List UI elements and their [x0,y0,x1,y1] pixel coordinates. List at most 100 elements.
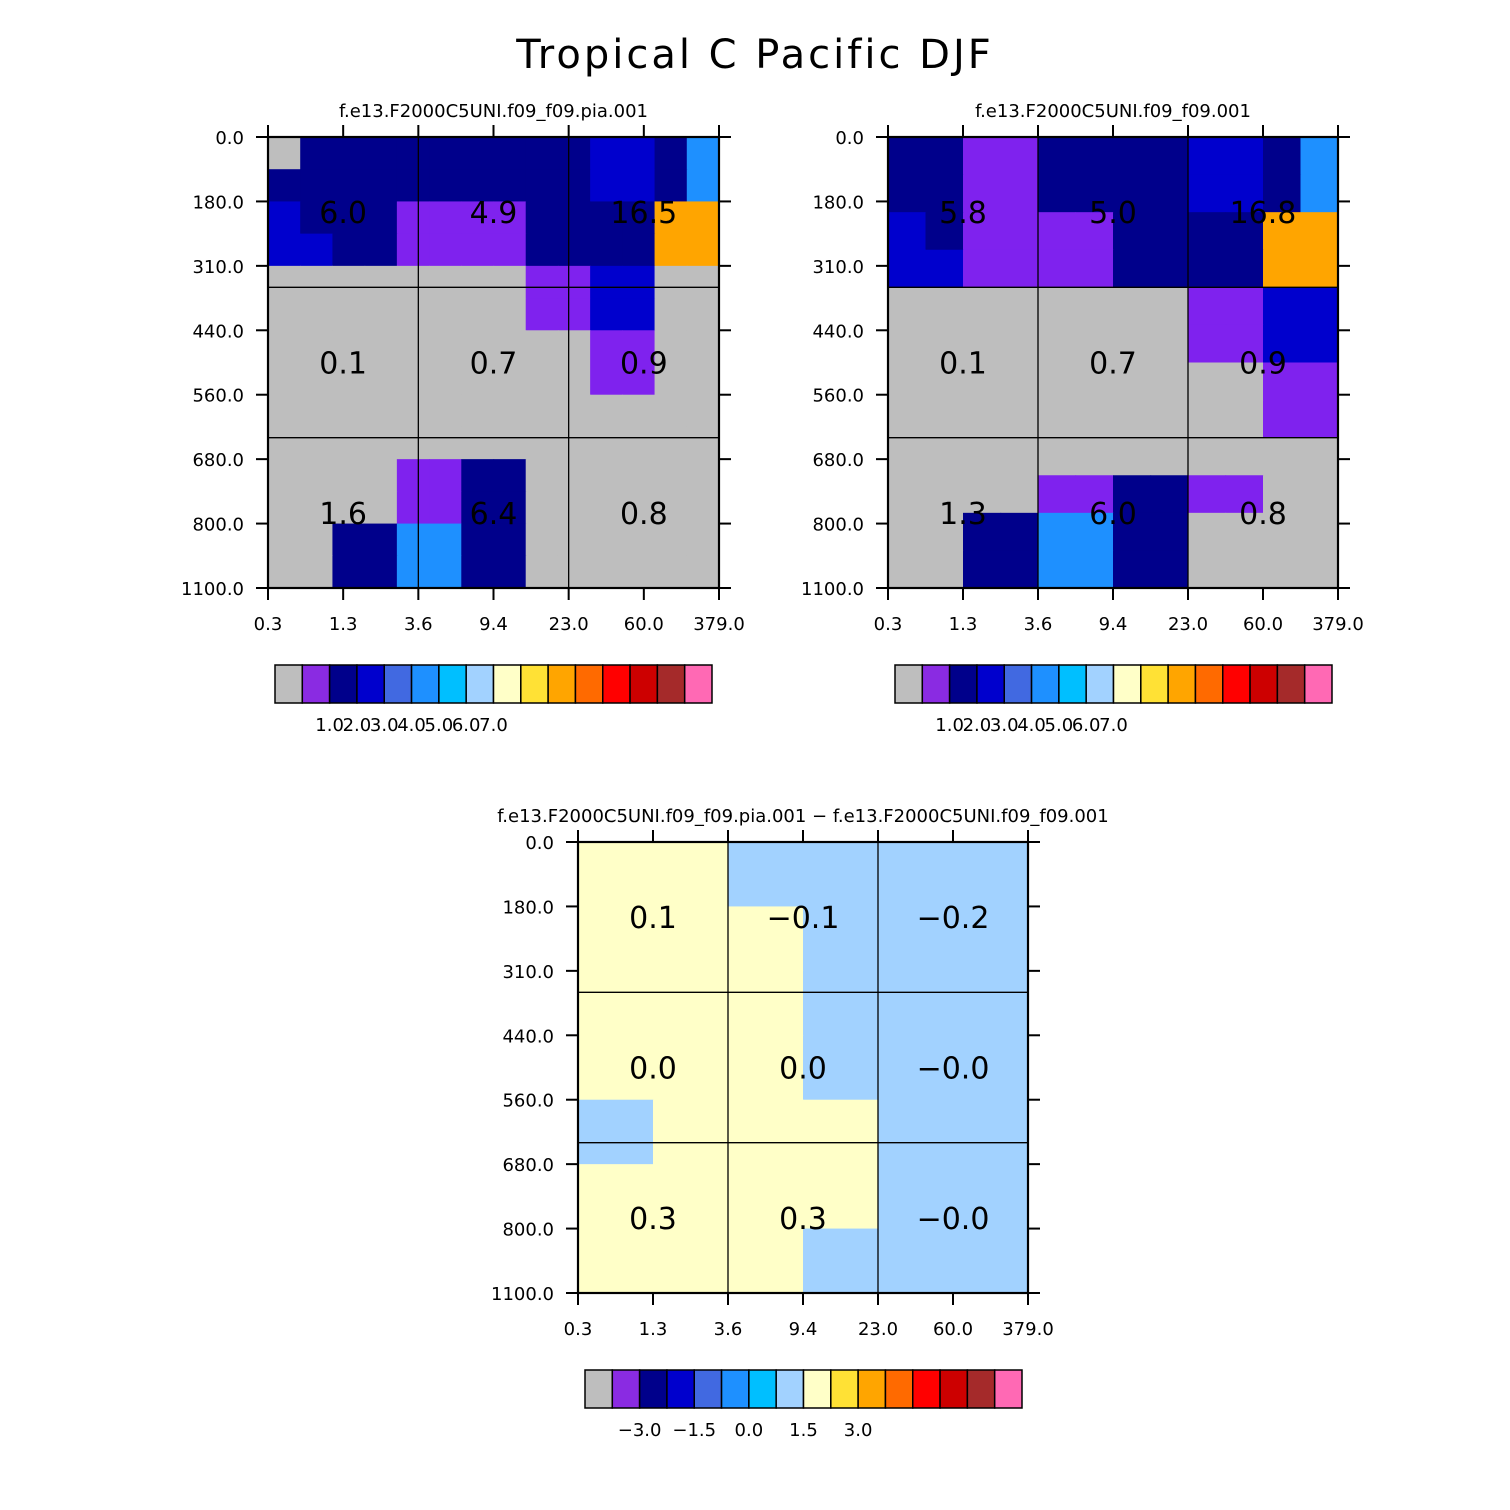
heatmap-cell [1075,475,1114,514]
heatmap-cell [654,555,688,589]
heatmap-cell [963,137,1002,176]
heatmap-cell [878,1164,954,1230]
heatmap-cell [963,475,1002,514]
heatmap-cell [1225,137,1264,176]
heatmap-cell [1000,287,1039,326]
y-tick-label: 180.0 [502,897,554,918]
heatmap-cell [268,523,301,557]
cell-value-label: 0.0 [779,1052,827,1087]
heatmap-cell [557,233,591,267]
heatmap-cell [1075,137,1114,176]
colorbar-label: 1.5 [789,1420,818,1441]
colorbar-label: 7.0 [479,715,508,736]
colorbar-swatch [629,664,659,704]
heatmap-cell [953,1035,1029,1101]
heatmap-cell [429,426,462,460]
heatmap-cell [590,298,623,331]
heatmap-cell [654,362,688,396]
heatmap-cell [728,906,804,972]
heatmap-cell [578,1228,654,1294]
heatmap-cell [686,298,720,331]
heatmap-cell [461,491,495,525]
heatmap-cell [963,249,1002,288]
heatmap-cell [654,330,688,364]
heatmap-cell [590,137,623,170]
heatmap-cell [686,201,720,235]
cell-value-label: 16.8 [1230,196,1297,231]
cell-value-label: 0.8 [1239,497,1287,532]
colorbar-swatch [1249,664,1279,704]
colorbar-label: 7.0 [1099,715,1128,736]
heatmap-cell [1000,249,1039,288]
x-tick-label: 3.6 [404,614,433,635]
heatmap-cell [803,970,879,1036]
y-tick-label: 440.0 [192,321,244,342]
heatmap-cell [622,265,656,299]
heatmap-cell [590,459,623,492]
heatmap-cell [963,362,1002,401]
colorbar-swatch [830,1369,859,1409]
heatmap-cell [653,1035,729,1101]
heatmap-cell [878,906,954,972]
heatmap-cell [525,362,559,396]
colorbar-swatch [465,664,495,704]
heatmap-cell [557,426,591,460]
cell-value-label: 5.8 [939,196,987,231]
heatmap-cell [1263,512,1302,552]
heatmap-cell [590,362,623,396]
heatmap-cell [878,1228,954,1294]
heatmap-cell [300,298,334,331]
heatmap-cell [557,330,591,364]
heatmap-cell [429,394,462,428]
heatmap-cell [963,512,1002,552]
heatmap-cell [300,169,334,203]
heatmap-cell [525,201,559,235]
heatmap-cell [1000,212,1039,251]
cell-value-label: 0.3 [629,1202,677,1237]
heatmap-cell [1038,324,1077,364]
heatmap-cell [1188,437,1227,476]
heatmap-cell [963,437,1002,476]
colorbar-label: 0.0 [735,1420,764,1441]
heatmap-cell [300,491,334,525]
heatmap-cell [622,459,656,492]
x-tick-label: 379.0 [693,614,745,635]
colorbar-label: 4.0 [397,715,426,736]
heatmap-cell [429,233,462,267]
heatmap-cell [429,137,462,170]
cell-value-label: 0.9 [1239,347,1287,382]
colorbar-swatch [492,664,522,704]
heatmap-cell [300,137,334,170]
heatmap-cell [461,169,495,203]
heatmap-cell [925,400,964,439]
heatmap-cell [1075,437,1114,476]
heatmap-cell [429,555,462,589]
heatmap-cell [525,426,559,460]
heatmap-cell [590,169,623,203]
heatmap-cell [686,169,720,203]
heatmap-cell [925,475,964,514]
heatmap-cell [493,233,527,267]
x-tick-label: 3.6 [714,1319,743,1340]
heatmap-cell [396,555,430,589]
heatmap-cell [1188,362,1227,401]
x-tick-label: 0.3 [564,1319,593,1340]
heatmap-cell [1113,512,1152,552]
heatmap-cell [268,362,301,396]
heatmap-cell [622,394,656,428]
heatmap-cell [557,298,591,331]
colorbar-swatch [894,664,924,704]
heatmap-cell [364,394,398,428]
x-tick-label: 23.0 [858,1319,898,1340]
heatmap-cell [300,459,334,492]
cell-value-label: 5.0 [1089,196,1137,231]
heatmap-cell [525,169,559,203]
heatmap-cell [557,362,591,396]
colorbar-swatch [966,1369,996,1409]
colorbar-label: 3.0 [990,715,1019,736]
x-tick-label: 60.0 [624,614,664,635]
heatmap-cell [332,137,366,170]
y-tick-label: 800.0 [812,515,864,536]
colorbar-swatch [948,664,978,704]
